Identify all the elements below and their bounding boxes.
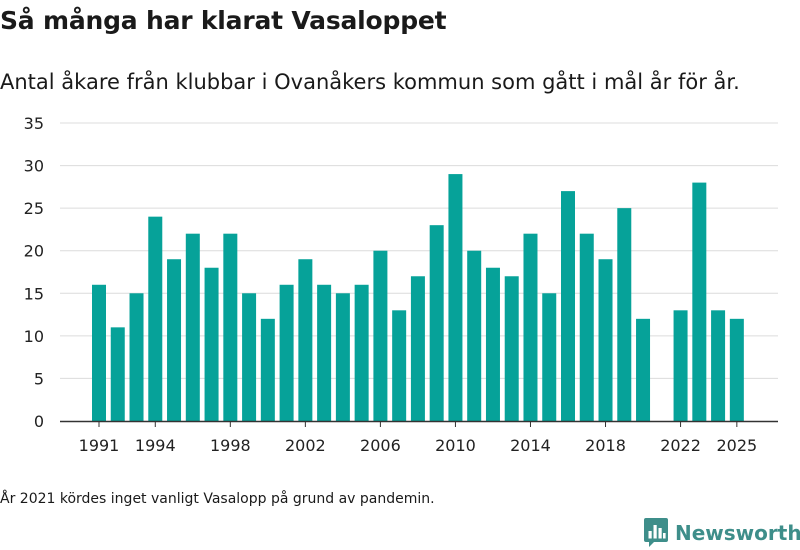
chart-subtitle: Antal åkare från klubbar i Ovanåkers kom… [0,70,740,94]
bar-2015 [542,293,557,421]
y-tick-label-30: 30 [24,157,44,176]
bar-2018 [598,259,613,421]
x-tick-label-1994: 1994 [135,436,176,455]
x-tick-label-1998: 1998 [210,436,251,455]
newsworthy-logo: Newsworthy [644,518,800,548]
x-tick-label-2006: 2006 [360,436,401,455]
bar-2017 [579,233,594,421]
bar-2001 [279,284,294,421]
x-tick-label-2002: 2002 [285,436,326,455]
bar-1994 [148,216,163,421]
x-tick-label-2014: 2014 [510,436,551,455]
bar-2005 [354,284,369,421]
bar-2008 [410,276,425,421]
x-tick-label-2018: 2018 [585,436,626,455]
bar-2004 [335,293,350,421]
bar-2011 [467,250,482,421]
bar-2012 [485,267,500,421]
y-tick-label-5: 5 [34,369,44,388]
bar-2013 [504,276,519,421]
bar-2020 [636,318,651,421]
bars [92,174,744,421]
newsworthy-logo-text: Newsworthy [675,521,800,545]
bar-2002 [298,259,313,421]
bar-2014 [523,233,538,421]
bar-2016 [561,191,575,421]
bar-1996 [185,233,200,421]
x-tick-label-2010: 2010 [435,436,476,455]
bar-2007 [392,310,407,421]
bar-1991 [92,284,106,421]
y-tick-label-15: 15 [24,284,44,303]
bar-2000 [260,318,275,421]
footnote: År 2021 kördes inget vanligt Vasalopp på… [0,491,435,507]
x-tick-label-1991: 1991 [79,436,120,455]
bar-2009 [429,225,444,421]
bar-2019 [617,208,632,421]
bar-1999 [242,293,257,421]
bar-1992 [110,327,125,421]
chart-title: Så många har klarat Vasaloppet [0,6,447,35]
bar-2022 [673,310,688,421]
y-tick-label-0: 0 [34,412,44,431]
x-tick-label-2025: 2025 [716,436,757,455]
newsworthy-logo-icon [644,518,668,547]
bar-1993 [129,293,144,421]
y-tick-label-20: 20 [24,242,44,261]
y-tick-label-25: 25 [24,199,44,218]
bar-1997 [204,267,219,421]
bar-2010 [448,174,463,421]
bar-2025 [729,318,744,421]
bar-2003 [317,284,332,421]
y-tick-label-35: 35 [24,114,44,133]
bar-2006 [373,250,388,421]
x-tick-label-2022: 2022 [660,436,701,455]
bar-2024 [711,310,726,421]
bar-1998 [223,233,238,421]
bar-1995 [167,259,182,421]
bar-2023 [692,182,707,421]
y-tick-label-10: 10 [24,327,44,346]
